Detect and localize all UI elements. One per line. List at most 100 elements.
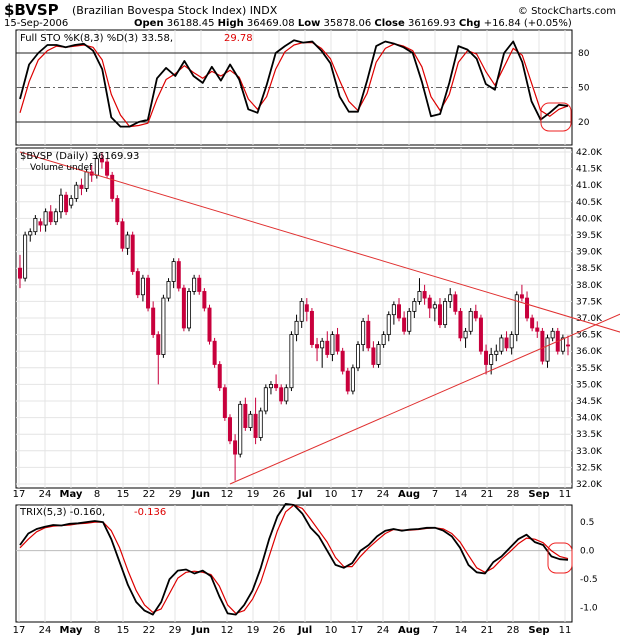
candle-body xyxy=(268,383,273,389)
candle-body xyxy=(197,277,202,292)
price-y-tick-label: 37.5K xyxy=(576,297,603,307)
candle-body xyxy=(176,261,181,289)
price-y-tick-label: 42.0K xyxy=(576,148,603,158)
candle-body xyxy=(566,344,571,347)
candle-body xyxy=(545,337,550,362)
candle-body xyxy=(238,403,243,455)
candle-body xyxy=(402,317,407,332)
candle-body xyxy=(330,334,335,355)
candle-body xyxy=(366,320,371,349)
candle-body xyxy=(227,417,232,442)
price-legend: $BVSP (Daily) 36169.93 xyxy=(20,151,139,162)
candle-body xyxy=(484,350,489,365)
candle-body xyxy=(248,413,253,428)
candle-body xyxy=(315,344,320,349)
candle-body xyxy=(468,310,473,332)
candle-body xyxy=(350,367,355,392)
x-tick-label-top: 10 xyxy=(325,489,338,500)
trix-y-tick-label: 0.0 xyxy=(580,547,595,557)
candle-body xyxy=(412,300,417,312)
candle-body xyxy=(146,277,151,309)
candle-body xyxy=(105,161,110,176)
candle-body xyxy=(381,334,386,345)
candle-body xyxy=(463,330,468,339)
candle-body xyxy=(535,327,540,332)
candle-body xyxy=(525,297,530,319)
ohlc-readout: Open 36188.45 High 36469.08 Low 35878.06… xyxy=(134,18,572,29)
candle-body xyxy=(115,198,120,223)
stoch-legend: Full STO %K(8,3) %D(3) 33.58, xyxy=(20,33,173,44)
price-y-tick-label: 37.0K xyxy=(576,314,603,324)
candle-body xyxy=(356,344,361,369)
candle-body xyxy=(58,194,63,213)
x-tick-label-bottom: 17 xyxy=(351,625,364,636)
candle-body xyxy=(494,350,499,355)
x-tick-label-top: 11 xyxy=(559,489,572,500)
candle-body xyxy=(79,184,84,189)
volume-legend: Volume undef xyxy=(30,163,93,173)
x-tick-label-bottom: 17 xyxy=(13,625,26,636)
candle-body xyxy=(222,387,227,419)
candle-body xyxy=(304,304,309,312)
x-tick-label-bottom: 28 xyxy=(507,625,520,636)
candle-body xyxy=(130,234,135,272)
candle-body xyxy=(212,340,217,365)
x-tick-label-top: 17 xyxy=(13,489,26,500)
candle-body xyxy=(202,291,207,309)
candle-body xyxy=(391,304,396,316)
x-tick-label-top: 24 xyxy=(377,489,390,500)
trix-line xyxy=(19,502,569,616)
x-tick-label-top: 21 xyxy=(481,489,494,500)
price-y-tick-label: 33.5K xyxy=(576,430,603,440)
candle-body xyxy=(443,300,448,326)
x-tick-label-bottom: 21 xyxy=(481,625,494,636)
candle-body xyxy=(64,194,69,213)
candle-body xyxy=(43,211,48,226)
candle-body xyxy=(560,337,565,352)
trix-y-tick-label: -0.5 xyxy=(580,575,598,585)
x-tick-label-top: 29 xyxy=(169,489,182,500)
candle-body xyxy=(33,217,38,233)
x-tick-label-top: 26 xyxy=(273,489,286,500)
candle-body xyxy=(53,211,58,223)
candle-body xyxy=(289,334,294,389)
candle-body xyxy=(110,174,115,199)
x-tick-label-bottom: Jun xyxy=(191,625,210,636)
candle-body xyxy=(417,291,422,302)
x-tick-label-bottom: 12 xyxy=(221,625,234,636)
price-y-tick-label: 34.5K xyxy=(576,397,603,407)
candle-body xyxy=(135,271,140,296)
candle-body xyxy=(540,330,545,362)
candle-body xyxy=(325,340,330,355)
price-y-tick-label: 38.0K xyxy=(576,281,603,291)
x-tick-label-top: 24 xyxy=(39,489,52,500)
price-y-tick-label: 41.0K xyxy=(576,181,603,191)
candle-body xyxy=(499,337,504,352)
x-tick-label-top: 14 xyxy=(455,489,468,500)
candle-body xyxy=(263,387,268,412)
x-tick-label-top: 28 xyxy=(507,489,520,500)
chg-label: Chg xyxy=(458,18,481,29)
candle-body xyxy=(458,310,463,339)
candle-body xyxy=(274,383,279,389)
stoch-y-tick-label: 20 xyxy=(578,118,590,128)
candle-body xyxy=(23,234,28,279)
open-label: Open xyxy=(134,18,164,29)
x-tick-label-top: 22 xyxy=(143,489,156,500)
candle-body xyxy=(396,304,401,319)
price-y-tick-label: 36.0K xyxy=(576,347,603,357)
high-value: 36469.08 xyxy=(246,18,295,29)
price-y-tick-label: 41.5K xyxy=(576,165,603,175)
candle-body xyxy=(192,277,197,292)
trix-y-tick-label: -1.0 xyxy=(580,604,598,614)
x-tick-label-bottom: 29 xyxy=(169,625,182,636)
ticker-symbol: $BVSP xyxy=(4,1,59,19)
x-tick-label-top: 12 xyxy=(221,489,234,500)
price-y-tick-label: 34.0K xyxy=(576,414,603,424)
x-tick-label-bottom: Sep xyxy=(528,625,549,636)
candle-body xyxy=(361,320,366,345)
candle-body xyxy=(207,307,212,342)
price-y-tick-label: 35.0K xyxy=(576,380,603,390)
x-tick-label-bottom: 19 xyxy=(247,625,260,636)
